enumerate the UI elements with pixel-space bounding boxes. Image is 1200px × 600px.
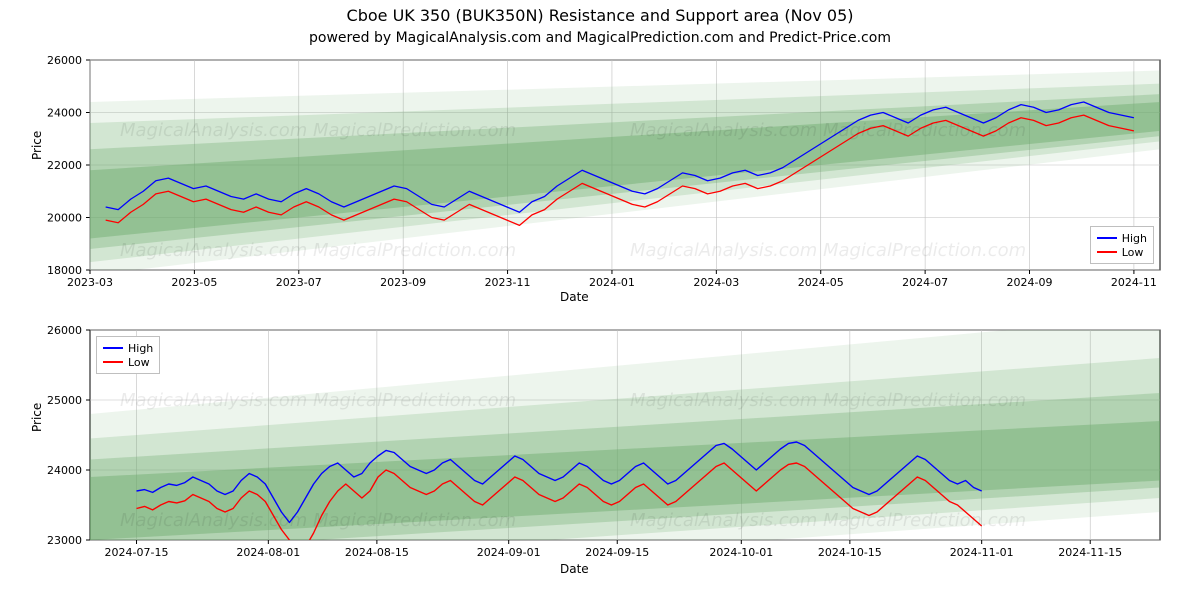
svg-text:2024-08-15: 2024-08-15 bbox=[345, 546, 409, 559]
legend-item: High bbox=[1097, 231, 1147, 245]
svg-text:2023-03: 2023-03 bbox=[67, 276, 113, 289]
x-axis-label: Date bbox=[560, 290, 589, 304]
svg-text:2024-11-15: 2024-11-15 bbox=[1058, 546, 1122, 559]
svg-text:24000: 24000 bbox=[47, 464, 82, 477]
legend-label: High bbox=[128, 342, 153, 355]
legend-swatch bbox=[1097, 237, 1117, 239]
svg-text:2024-11: 2024-11 bbox=[1111, 276, 1157, 289]
svg-text:23000: 23000 bbox=[47, 534, 82, 547]
chart-subtitle: powered by MagicalAnalysis.com and Magic… bbox=[0, 30, 1200, 46]
top-chart-svg: 18000200002200024000260002023-032023-052… bbox=[90, 60, 1160, 270]
svg-text:22000: 22000 bbox=[47, 159, 82, 172]
svg-text:2024-09: 2024-09 bbox=[1007, 276, 1053, 289]
svg-text:2024-01: 2024-01 bbox=[589, 276, 635, 289]
svg-text:2024-08-01: 2024-08-01 bbox=[236, 546, 300, 559]
svg-text:25000: 25000 bbox=[47, 394, 82, 407]
svg-text:2023-11: 2023-11 bbox=[485, 276, 531, 289]
legend-label: Low bbox=[128, 356, 150, 369]
top-chart-panel: 18000200002200024000260002023-032023-052… bbox=[90, 60, 1160, 270]
legend-item: Low bbox=[1097, 245, 1147, 259]
svg-text:20000: 20000 bbox=[47, 212, 82, 225]
svg-text:2024-03: 2024-03 bbox=[693, 276, 739, 289]
legend-swatch bbox=[1097, 251, 1117, 253]
svg-text:2023-09: 2023-09 bbox=[380, 276, 426, 289]
svg-text:2023-07: 2023-07 bbox=[276, 276, 322, 289]
bottom-chart-svg: 230002400025000260002024-07-152024-08-01… bbox=[90, 330, 1160, 540]
legend-label: High bbox=[1122, 232, 1147, 245]
x-axis-label: Date bbox=[560, 562, 589, 576]
legend-swatch bbox=[103, 347, 123, 349]
svg-text:2024-07-15: 2024-07-15 bbox=[105, 546, 169, 559]
svg-text:26000: 26000 bbox=[47, 324, 82, 337]
svg-text:2024-07: 2024-07 bbox=[902, 276, 948, 289]
legend-swatch bbox=[103, 361, 123, 363]
bottom-chart-panel: 230002400025000260002024-07-152024-08-01… bbox=[90, 330, 1160, 540]
y-axis-label: Price bbox=[30, 131, 44, 160]
svg-text:24000: 24000 bbox=[47, 107, 82, 120]
svg-text:2024-10-01: 2024-10-01 bbox=[709, 546, 773, 559]
y-axis-label: Price bbox=[30, 403, 44, 432]
svg-text:2024-05: 2024-05 bbox=[798, 276, 844, 289]
svg-text:2024-10-15: 2024-10-15 bbox=[818, 546, 882, 559]
legend-item: Low bbox=[103, 355, 153, 369]
chart-title: Cboe UK 350 (BUK350N) Resistance and Sup… bbox=[0, 6, 1200, 25]
svg-text:2024-09-01: 2024-09-01 bbox=[477, 546, 541, 559]
svg-text:2023-05: 2023-05 bbox=[171, 276, 217, 289]
legend: HighLow bbox=[96, 336, 160, 374]
svg-text:2024-09-15: 2024-09-15 bbox=[585, 546, 649, 559]
figure: Cboe UK 350 (BUK350N) Resistance and Sup… bbox=[0, 0, 1200, 600]
svg-text:2024-11-01: 2024-11-01 bbox=[950, 546, 1014, 559]
legend: HighLow bbox=[1090, 226, 1154, 264]
legend-item: High bbox=[103, 341, 153, 355]
legend-label: Low bbox=[1122, 246, 1144, 259]
svg-text:26000: 26000 bbox=[47, 54, 82, 67]
